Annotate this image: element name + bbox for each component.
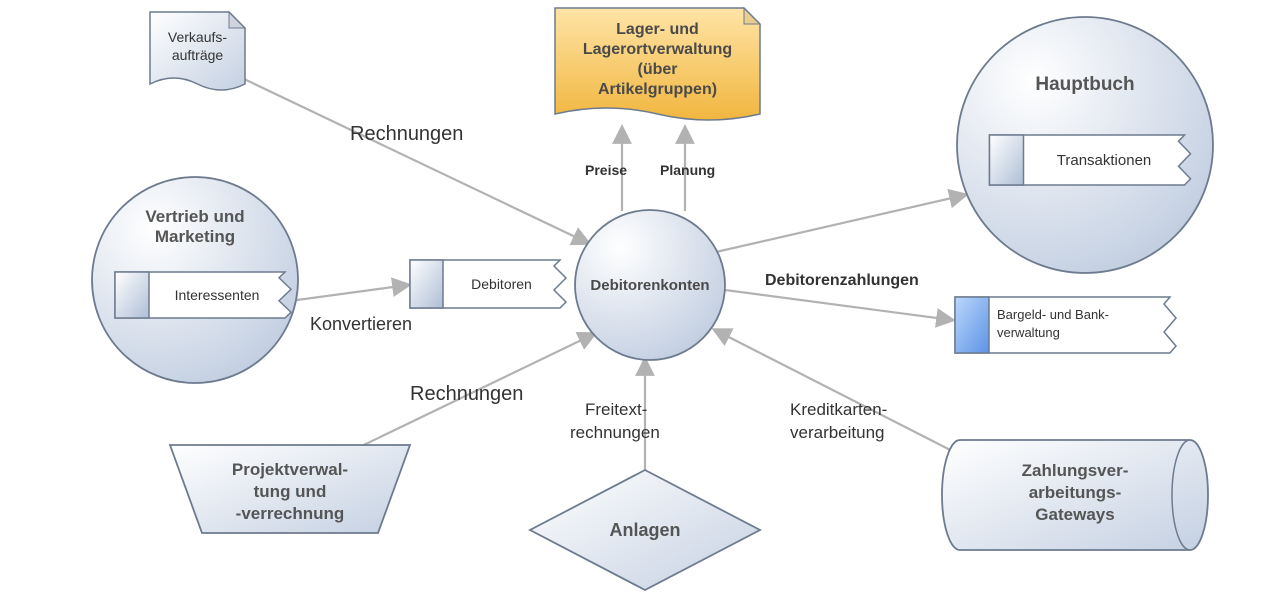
- svg-text:Interessenten: Interessenten: [175, 287, 260, 303]
- svg-text:(über: (über: [638, 61, 678, 78]
- svg-text:Anlagen: Anlagen: [609, 520, 680, 540]
- svg-text:Transaktionen: Transaktionen: [1057, 152, 1152, 169]
- svg-text:rechnungen: rechnungen: [570, 423, 660, 442]
- svg-text:Kreditkarten-: Kreditkarten-: [790, 400, 887, 419]
- svg-text:verarbeitung: verarbeitung: [790, 423, 885, 442]
- svg-text:arbeitungs-: arbeitungs-: [1029, 483, 1122, 502]
- svg-text:-verrechnung: -verrechnung: [236, 504, 345, 523]
- svg-text:aufträge: aufträge: [172, 47, 224, 63]
- svg-text:Marketing: Marketing: [155, 227, 235, 246]
- svg-text:Hauptbuch: Hauptbuch: [1035, 74, 1134, 95]
- svg-text:Preise: Preise: [585, 162, 627, 178]
- svg-text:Rechnungen: Rechnungen: [350, 123, 463, 145]
- svg-text:verwaltung: verwaltung: [997, 325, 1060, 340]
- svg-text:Projektverwal-: Projektverwal-: [232, 460, 348, 479]
- svg-text:Bargeld- und Bank-: Bargeld- und Bank-: [997, 307, 1109, 322]
- svg-text:Rechnungen: Rechnungen: [410, 383, 523, 405]
- svg-text:Artikelgruppen): Artikelgruppen): [598, 81, 717, 98]
- diagram-canvas: Rechnungen Preise Planung Konvertieren Rechn…: [0, 0, 1279, 605]
- svg-text:Lagerortverwaltung: Lagerortverwaltung: [583, 41, 732, 58]
- svg-text:Verkaufs-: Verkaufs-: [168, 29, 227, 45]
- svg-text:Gateways: Gateways: [1035, 505, 1114, 524]
- svg-text:Debitoren: Debitoren: [471, 276, 532, 292]
- svg-text:Freitext-: Freitext-: [585, 400, 647, 419]
- svg-text:Konvertieren: Konvertieren: [310, 314, 412, 334]
- svg-text:Debitorenkonten: Debitorenkonten: [590, 277, 709, 294]
- svg-text:Debitorenzahlungen: Debitorenzahlungen: [765, 272, 919, 289]
- svg-text:Planung: Planung: [660, 162, 715, 178]
- svg-text:Lager- und: Lager- und: [616, 21, 699, 38]
- svg-text:Zahlungsver-: Zahlungsver-: [1022, 461, 1129, 480]
- svg-text:Vertrieb und: Vertrieb und: [145, 207, 244, 226]
- svg-text:tung und: tung und: [254, 482, 327, 501]
